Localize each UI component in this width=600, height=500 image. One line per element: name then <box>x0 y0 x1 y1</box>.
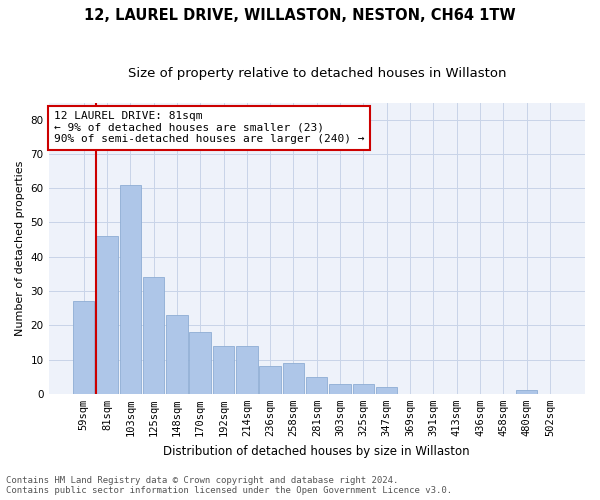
Text: 12, LAUREL DRIVE, WILLASTON, NESTON, CH64 1TW: 12, LAUREL DRIVE, WILLASTON, NESTON, CH6… <box>84 8 516 22</box>
Bar <box>329 384 351 394</box>
Bar <box>306 376 328 394</box>
Bar <box>376 387 397 394</box>
Bar <box>119 185 141 394</box>
Bar <box>236 346 257 394</box>
Bar <box>213 346 234 394</box>
Bar <box>190 332 211 394</box>
Text: Contains HM Land Registry data © Crown copyright and database right 2024.
Contai: Contains HM Land Registry data © Crown c… <box>6 476 452 495</box>
Bar <box>516 390 538 394</box>
Text: 12 LAUREL DRIVE: 81sqm
← 9% of detached houses are smaller (23)
90% of semi-deta: 12 LAUREL DRIVE: 81sqm ← 9% of detached … <box>54 111 364 144</box>
Bar <box>353 384 374 394</box>
Bar <box>143 278 164 394</box>
Bar <box>283 363 304 394</box>
Bar <box>166 315 188 394</box>
Y-axis label: Number of detached properties: Number of detached properties <box>15 160 25 336</box>
Bar <box>259 366 281 394</box>
Bar <box>96 236 118 394</box>
X-axis label: Distribution of detached houses by size in Willaston: Distribution of detached houses by size … <box>163 444 470 458</box>
Title: Size of property relative to detached houses in Willaston: Size of property relative to detached ho… <box>128 68 506 80</box>
Bar <box>73 302 94 394</box>
